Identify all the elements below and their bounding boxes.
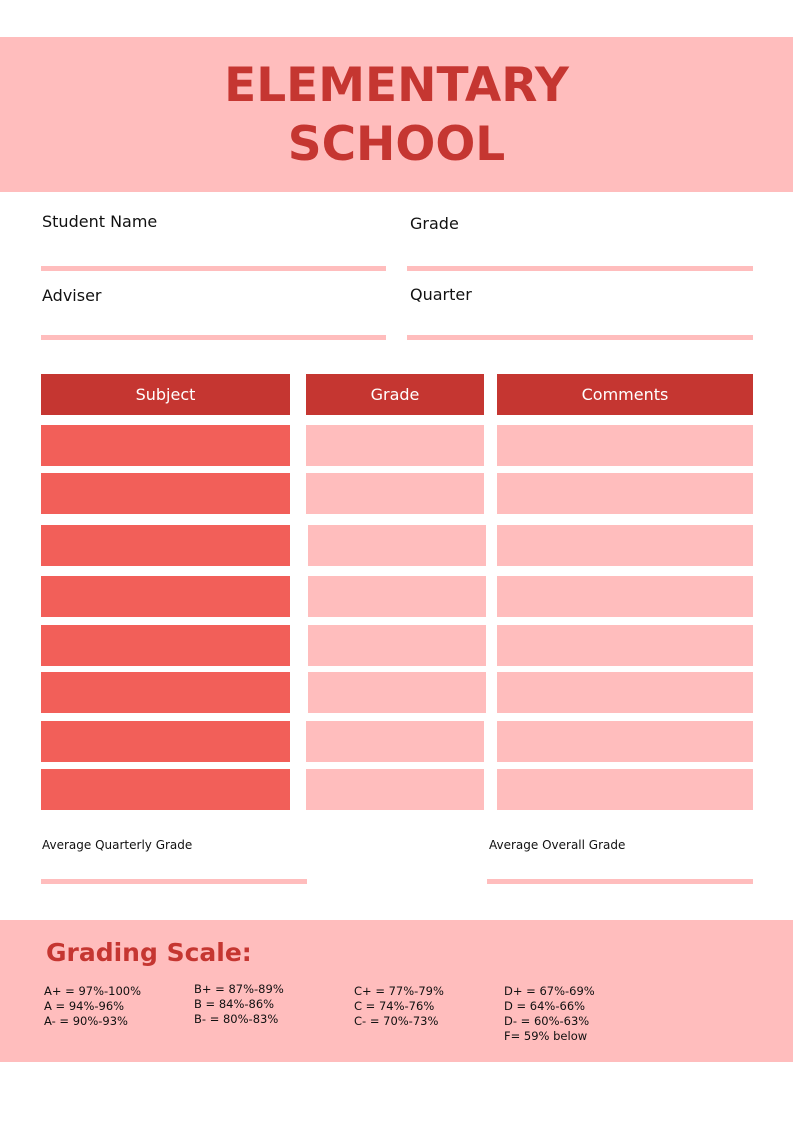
grading-scale-column: C+ = 77%-79% C = 74%-76% C- = 70%-73% [354, 984, 444, 1029]
quarter-label: Quarter [410, 285, 472, 304]
grading-scale-entry: C+ = 77%-79% [354, 984, 444, 998]
subject-column-header: Subject [41, 374, 290, 415]
grading-scale-column: A+ = 97%-100% A = 94%-96% A- = 90%-93% [44, 984, 141, 1029]
grading-scale-entry: A = 94%-96% [44, 999, 125, 1013]
grade-cell[interactable] [306, 721, 484, 762]
title-banner [0, 37, 793, 192]
comments-cell[interactable] [497, 473, 753, 514]
grading-scale-entry: C- = 70%-73% [354, 1014, 439, 1028]
quarter-field[interactable] [407, 335, 753, 340]
grading-scale-entry: B = 84%-86% [194, 997, 275, 1011]
subject-cell[interactable] [41, 425, 290, 466]
comments-cell[interactable] [497, 625, 753, 666]
subject-cell[interactable] [41, 769, 290, 810]
subject-cell[interactable] [41, 672, 290, 713]
average-overall-label: Average Overall Grade [489, 838, 626, 852]
grading-scale-column: D+ = 67%-69% D = 64%-66% D- = 60%-63% F= 59… [504, 984, 595, 1044]
grading-scale-entry: D- = 60%-63% [504, 1014, 590, 1028]
average-overall-field[interactable] [487, 879, 753, 884]
comments-cell[interactable] [497, 769, 753, 810]
comments-cell[interactable] [497, 672, 753, 713]
average-quarterly-field[interactable] [41, 879, 307, 884]
comments-column-header: Comments [497, 374, 753, 415]
average-quarterly-label: Average Quarterly Grade [42, 838, 193, 852]
grade-column-header: Grade [306, 374, 484, 415]
subject-cell[interactable] [41, 576, 290, 617]
adviser-field[interactable] [41, 335, 386, 340]
grade-cell[interactable] [308, 672, 486, 713]
grading-scale-column: B+ = 87%-89% B = 84%-86% B- = 80%-83% [194, 982, 284, 1027]
subject-cell[interactable] [41, 625, 290, 666]
school-title-line2: SCHOOL [287, 117, 506, 172]
grading-scale-entry: D+ = 67%-69% [504, 984, 595, 998]
grading-scale-entry: A- = 90%-93% [44, 1014, 128, 1028]
grading-scale-entry: B+ = 87%-89% [194, 982, 284, 996]
grade-cell[interactable] [306, 769, 484, 810]
adviser-label: Adviser [42, 286, 102, 305]
subject-cell[interactable] [41, 473, 290, 514]
school-title-line1: ELEMENTARY [224, 58, 569, 113]
subject-cell[interactable] [41, 525, 290, 566]
student-name-label: Student Name [42, 212, 158, 231]
grade-cell[interactable] [308, 576, 486, 617]
comments-cell[interactable] [497, 525, 753, 566]
grade-field[interactable] [407, 266, 753, 271]
grade-cell[interactable] [306, 425, 484, 466]
comments-cell[interactable] [497, 425, 753, 466]
student-name-field[interactable] [41, 266, 386, 271]
grading-scale-entry: F= 59% below [504, 1029, 588, 1043]
subject-cell[interactable] [41, 721, 290, 762]
grade-cell[interactable] [308, 625, 486, 666]
grade-cell[interactable] [306, 473, 484, 514]
grading-scale-panel [0, 920, 793, 1062]
comments-cell[interactable] [497, 576, 753, 617]
grade-label: Grade [410, 214, 459, 233]
grading-scale-entry: B- = 80%-83% [194, 1012, 279, 1026]
grading-scale-entry: D = 64%-66% [504, 999, 586, 1013]
grading-scale-entry: C = 74%-76% [354, 999, 435, 1013]
grading-scale-title: Grading Scale: [46, 938, 252, 967]
grade-cell[interactable] [308, 525, 486, 566]
grading-scale-entry: A+ = 97%-100% [44, 984, 142, 998]
comments-cell[interactable] [497, 721, 753, 762]
